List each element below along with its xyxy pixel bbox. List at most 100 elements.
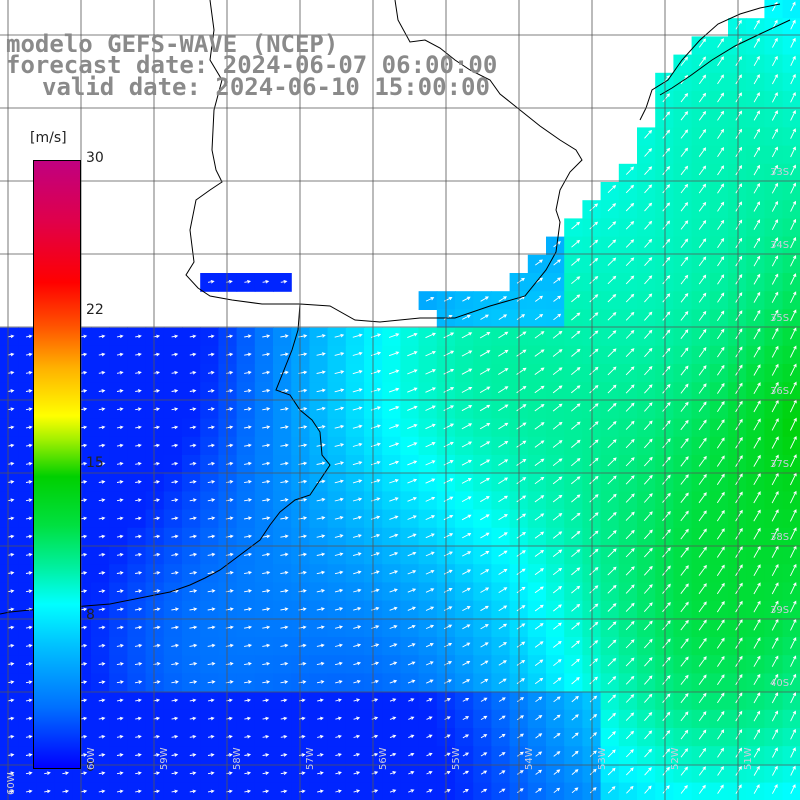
wind-arrow	[262, 407, 271, 411]
wind-arrow	[698, 110, 707, 121]
wind-arrow	[189, 443, 197, 448]
wind-arrow	[461, 332, 473, 339]
wind-arrow	[334, 570, 344, 575]
wind-arrow	[790, 309, 797, 322]
wind-arrow	[498, 349, 509, 357]
wind-arrow	[171, 607, 180, 612]
wind-arrow	[735, 673, 743, 686]
wind-arrow	[698, 401, 707, 412]
wind-arrow	[771, 146, 778, 158]
valid-date: valid date: 2024-06-10 15:00:00	[42, 73, 490, 101]
wind-arrow	[352, 333, 363, 338]
wind-arrow	[407, 570, 417, 575]
wind-arrow	[534, 385, 545, 394]
speed-cell	[564, 473, 583, 492]
wind-arrow	[44, 789, 51, 794]
speed-cell	[491, 345, 511, 365]
wind-arrow	[589, 257, 599, 266]
wind-arrow	[480, 788, 488, 793]
wind-arrow	[316, 680, 325, 684]
wind-arrow	[280, 680, 289, 684]
wind-arrow	[753, 255, 761, 267]
wind-arrow	[589, 439, 599, 448]
wind-arrow	[389, 588, 398, 593]
wind-arrow	[171, 334, 179, 339]
wind-arrow	[189, 698, 197, 703]
wind-arrow	[134, 625, 143, 630]
wind-arrow	[735, 765, 742, 776]
wind-arrow	[735, 328, 743, 340]
wind-arrow	[662, 293, 671, 303]
wind-arrow	[662, 693, 671, 703]
wind-arrow	[589, 494, 599, 503]
wind-arrow	[425, 551, 435, 557]
wind-arrow	[189, 753, 197, 757]
wind-arrow	[353, 752, 361, 757]
wind-arrow	[389, 460, 400, 466]
wind-arrow	[771, 600, 779, 613]
wind-arrow	[189, 771, 197, 775]
wind-arrow	[680, 492, 689, 503]
wind-arrow	[698, 766, 706, 776]
wind-arrow	[735, 564, 743, 576]
wind-arrow	[461, 514, 472, 521]
wind-arrow	[553, 714, 561, 721]
wind-arrow	[571, 714, 579, 721]
wind-arrow	[789, 417, 797, 431]
wind-arrow	[262, 771, 270, 775]
wind-arrow	[662, 329, 671, 339]
wind-arrow	[789, 363, 797, 376]
wind-arrow	[334, 333, 345, 338]
wind-arrow	[698, 583, 707, 595]
wind-arrow	[171, 498, 179, 502]
wind-arrow	[80, 662, 88, 666]
wind-arrow	[389, 606, 398, 611]
wind-arrow	[662, 456, 671, 467]
wind-arrow	[680, 474, 689, 485]
wind-arrow	[698, 637, 707, 649]
wind-arrow	[480, 496, 490, 503]
wind-arrow	[171, 716, 179, 721]
wind-arrow	[535, 696, 543, 703]
wind-arrow	[370, 369, 382, 375]
wind-arrow	[389, 679, 398, 684]
wind-arrow	[244, 753, 252, 757]
wind-arrow	[425, 515, 436, 521]
wind-arrow	[443, 405, 455, 412]
wind-arrow	[680, 565, 689, 576]
wind-arrow	[517, 770, 524, 775]
forecast-date: forecast date: 2024-06-07 06:00:00	[6, 51, 498, 79]
wind-arrow	[408, 752, 415, 757]
wind-arrow	[498, 752, 506, 757]
wind-arrow	[353, 716, 361, 721]
wind-arrow	[735, 692, 743, 704]
wind-arrow	[425, 606, 435, 611]
wind-arrow	[698, 38, 706, 48]
wind-arrow	[625, 529, 635, 540]
wind-arrow	[353, 588, 362, 593]
wind-arrow	[607, 203, 617, 212]
wind-arrow	[443, 332, 455, 339]
lon-label: 52W	[670, 747, 681, 770]
wind-arrow	[98, 334, 106, 339]
wind-arrow	[7, 334, 15, 339]
wind-arrow	[80, 753, 88, 757]
wind-arrow	[716, 491, 725, 504]
colorbar-tick-0: 0	[86, 759, 95, 775]
wind-arrow	[262, 534, 271, 539]
wind-arrow	[753, 19, 760, 30]
wind-arrow	[716, 637, 725, 649]
wind-arrow	[171, 661, 180, 666]
wind-arrow	[516, 458, 527, 466]
wind-arrow	[771, 490, 779, 504]
wind-arrow	[25, 480, 33, 484]
lat-label: 38S	[770, 532, 790, 543]
wind-arrow	[698, 528, 707, 540]
wind-arrow	[698, 92, 707, 103]
wind-arrow	[116, 461, 124, 466]
wind-arrow	[698, 347, 707, 358]
wind-arrow	[571, 549, 581, 558]
wind-arrow	[680, 674, 689, 685]
wind-arrow	[116, 516, 124, 521]
